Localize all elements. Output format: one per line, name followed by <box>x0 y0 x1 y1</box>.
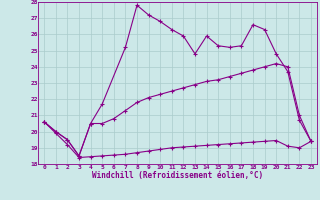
X-axis label: Windchill (Refroidissement éolien,°C): Windchill (Refroidissement éolien,°C) <box>92 171 263 180</box>
